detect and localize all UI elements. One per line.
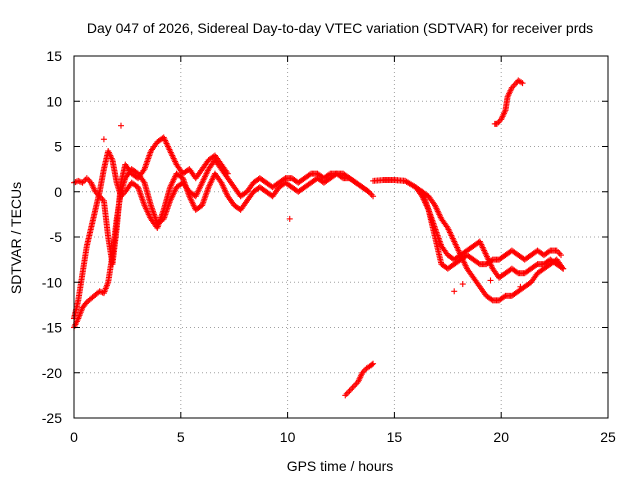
trace-marker-track-e: [501, 293, 508, 300]
y-tick-label: -25: [42, 410, 62, 426]
data-point-track-f: [558, 252, 565, 259]
data-point-outliers: [286, 215, 293, 222]
y-tick-label: 5: [54, 139, 62, 155]
trace-marker-track-c: [78, 179, 85, 186]
y-tick-label: -20: [42, 365, 62, 381]
data-point-track-c: [75, 177, 82, 184]
data-point-track-b: [365, 188, 372, 195]
data-point-outliers: [100, 136, 107, 143]
trace-marker-track-a: [306, 171, 313, 178]
trace-marker-segment-high: [518, 79, 525, 86]
x-axis-label: GPS time / hours: [287, 458, 394, 474]
y-axis-label: SDTVAR / TECUs: [8, 182, 24, 294]
data-point-outliers: [459, 281, 466, 288]
x-tick-label: 10: [280, 429, 296, 445]
trace-marker-track-d: [533, 262, 540, 269]
trace-marker-track-f: [488, 257, 495, 264]
axis-ticks: 0 5 10 15 20 25 15 10 5 0 -5 -10 -15 -20 -25: [42, 48, 616, 445]
data-point-outliers: [517, 283, 524, 290]
x-tick-label: 15: [387, 429, 403, 445]
trace-marker-track-b: [332, 171, 339, 178]
y-tick-label: -5: [50, 229, 63, 245]
y-tick-label: 15: [46, 48, 62, 64]
trace-marker-track-f: [546, 248, 553, 255]
y-tick-label: 10: [46, 93, 62, 109]
x-tick-label: 20: [493, 429, 509, 445]
data-point-outliers: [117, 122, 124, 129]
x-tick-label: 5: [177, 429, 185, 445]
data-point-segment-high: [519, 80, 526, 87]
trace-marker-track-d: [514, 269, 521, 276]
trace-marker-track-b: [364, 187, 371, 194]
x-tick-label: 0: [70, 429, 78, 445]
x-tick-label: 25: [600, 429, 616, 445]
y-tick-label: -10: [42, 274, 62, 290]
trace-marker-segment-low: [368, 361, 375, 368]
trace-marker-track-e: [488, 296, 495, 303]
data-point-track-c: [224, 170, 231, 177]
trace-marker-track-c: [72, 179, 79, 186]
chart-title: Day 047 of 2026, Sidereal Day-to-day VTE…: [87, 20, 593, 36]
y-tick-label: -15: [42, 320, 62, 336]
data-point-outliers: [487, 277, 494, 284]
data-point-track-a: [370, 193, 377, 200]
y-tick-label: 0: [54, 184, 62, 200]
trace-marker-track-f: [475, 260, 482, 267]
data-point-outliers: [451, 288, 458, 295]
data-points: [71, 77, 567, 399]
data-point-segment-low: [370, 360, 377, 367]
data-point-track-e: [560, 265, 567, 272]
